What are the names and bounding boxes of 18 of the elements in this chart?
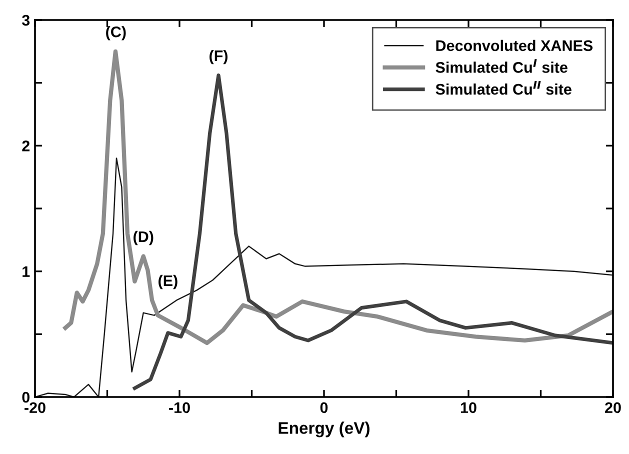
legend-label: Simulated Cu$^{I}$ site xyxy=(436,59,568,73)
annotation: (D) xyxy=(134,230,154,246)
line-series xyxy=(132,73,613,390)
x-tick-label: 0 xyxy=(320,402,328,414)
y-tick-label: 0 xyxy=(22,392,30,403)
annotation: (C) xyxy=(106,26,126,40)
x-tick-label: -20 xyxy=(24,402,46,414)
x-tick-label: -10 xyxy=(169,402,190,414)
x-tick-label: 10 xyxy=(460,402,476,414)
legend-label: Deconvoluted XANES xyxy=(436,40,593,52)
x-axis-title: Energy (eV) xyxy=(278,422,370,438)
y-tick-label: 1 xyxy=(22,266,30,277)
y-tick-label: 2 xyxy=(22,140,30,152)
annotation: (F) xyxy=(210,50,228,64)
annotation: (E) xyxy=(158,274,178,290)
x-tick-label: 20 xyxy=(605,402,621,414)
y-tick-label: 3 xyxy=(22,14,30,26)
legend-label: Simulated Cu$^{II}$ site xyxy=(436,80,572,95)
